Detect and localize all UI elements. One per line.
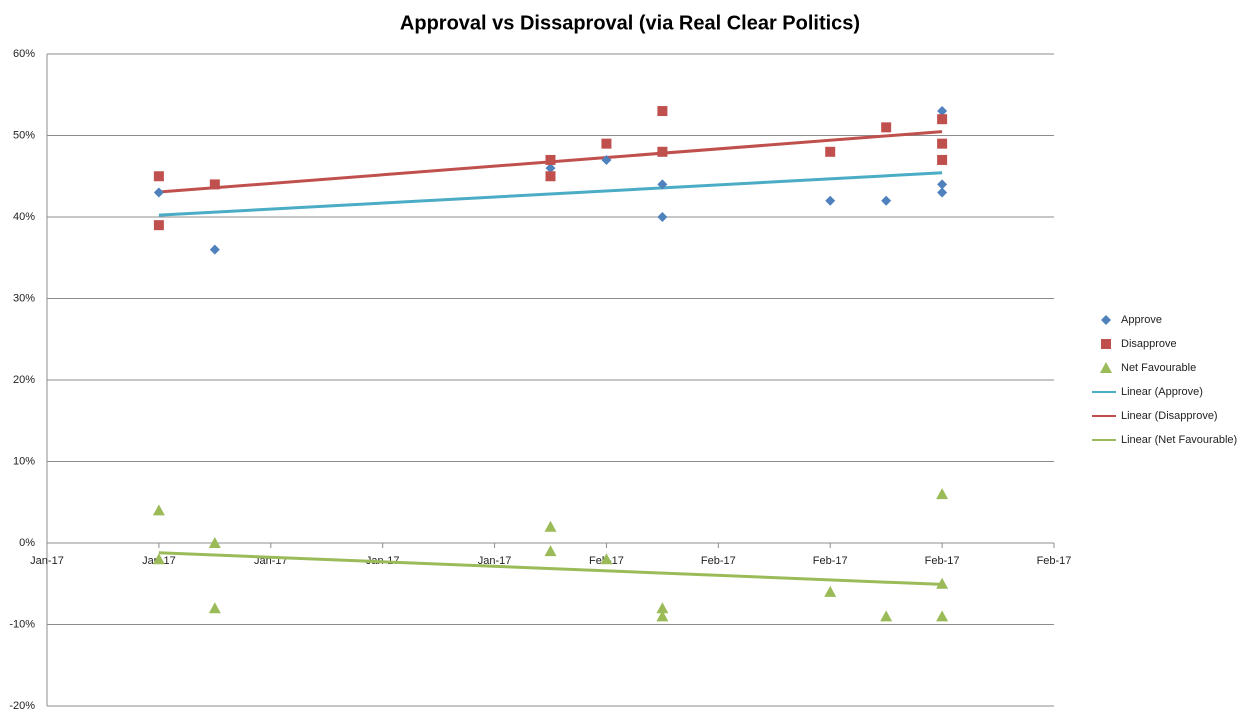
point <box>936 610 949 622</box>
point <box>881 122 892 133</box>
point <box>601 138 612 149</box>
point <box>656 602 669 614</box>
point <box>824 585 837 597</box>
point <box>545 171 556 182</box>
point <box>881 195 892 206</box>
point <box>600 553 613 565</box>
point <box>657 146 668 157</box>
legend-marker <box>1101 315 1111 325</box>
point <box>937 114 948 125</box>
y-tick-label: -10% <box>9 618 35 630</box>
y-tick-label: 40% <box>13 211 35 223</box>
point <box>936 577 949 589</box>
point <box>153 171 164 182</box>
chart-title: Approval vs Dissaproval (via Real Clear … <box>400 12 860 34</box>
x-tick-label: Feb-17 <box>813 555 848 567</box>
point <box>208 537 221 548</box>
legend-marker <box>1101 339 1111 349</box>
x-tick-label: Feb-17 <box>925 555 960 567</box>
point <box>937 106 948 117</box>
x-tick-label: Feb-17 <box>701 555 736 567</box>
y-tick-label: 30% <box>13 292 35 304</box>
legend-label: Linear (Disapprove) <box>1121 410 1218 422</box>
point <box>657 106 668 117</box>
legend-label: Disapprove <box>1121 338 1177 350</box>
point <box>937 138 948 149</box>
y-tick-label: 20% <box>13 374 35 386</box>
trend-line <box>158 551 943 586</box>
point <box>657 179 668 190</box>
legend-marker <box>1100 362 1112 373</box>
legend-label: Linear (Approve) <box>1121 386 1203 398</box>
point <box>545 163 556 174</box>
point <box>544 545 557 557</box>
point <box>209 179 220 190</box>
point <box>601 154 612 165</box>
point <box>656 610 669 622</box>
point <box>825 195 836 206</box>
point <box>936 488 949 500</box>
legend-label: Net Favourable <box>1121 362 1196 374</box>
point <box>880 610 893 622</box>
point <box>937 179 948 190</box>
legend-label: Approve <box>1121 314 1162 326</box>
point <box>657 212 668 222</box>
y-tick-label: 50% <box>13 129 35 141</box>
x-tick-label: Feb-17 <box>1037 555 1072 567</box>
y-tick-label: 60% <box>13 48 35 60</box>
x-tick-label: Jan-17 <box>30 555 64 567</box>
y-tick-label: -20% <box>9 700 35 712</box>
point <box>825 146 836 157</box>
point <box>544 520 557 532</box>
point <box>545 154 556 165</box>
point <box>937 154 948 165</box>
point <box>153 187 164 198</box>
point <box>152 553 165 565</box>
trend-line <box>158 171 943 217</box>
point <box>209 244 220 255</box>
y-tick-label: 10% <box>13 455 35 467</box>
point <box>208 602 221 614</box>
legend-label: Linear (Net Favourable) <box>1121 434 1237 446</box>
x-tick-label: Jan-17 <box>478 555 512 567</box>
point <box>152 504 165 516</box>
point <box>937 187 948 198</box>
point <box>153 220 164 231</box>
y-tick-label: 0% <box>19 537 35 549</box>
